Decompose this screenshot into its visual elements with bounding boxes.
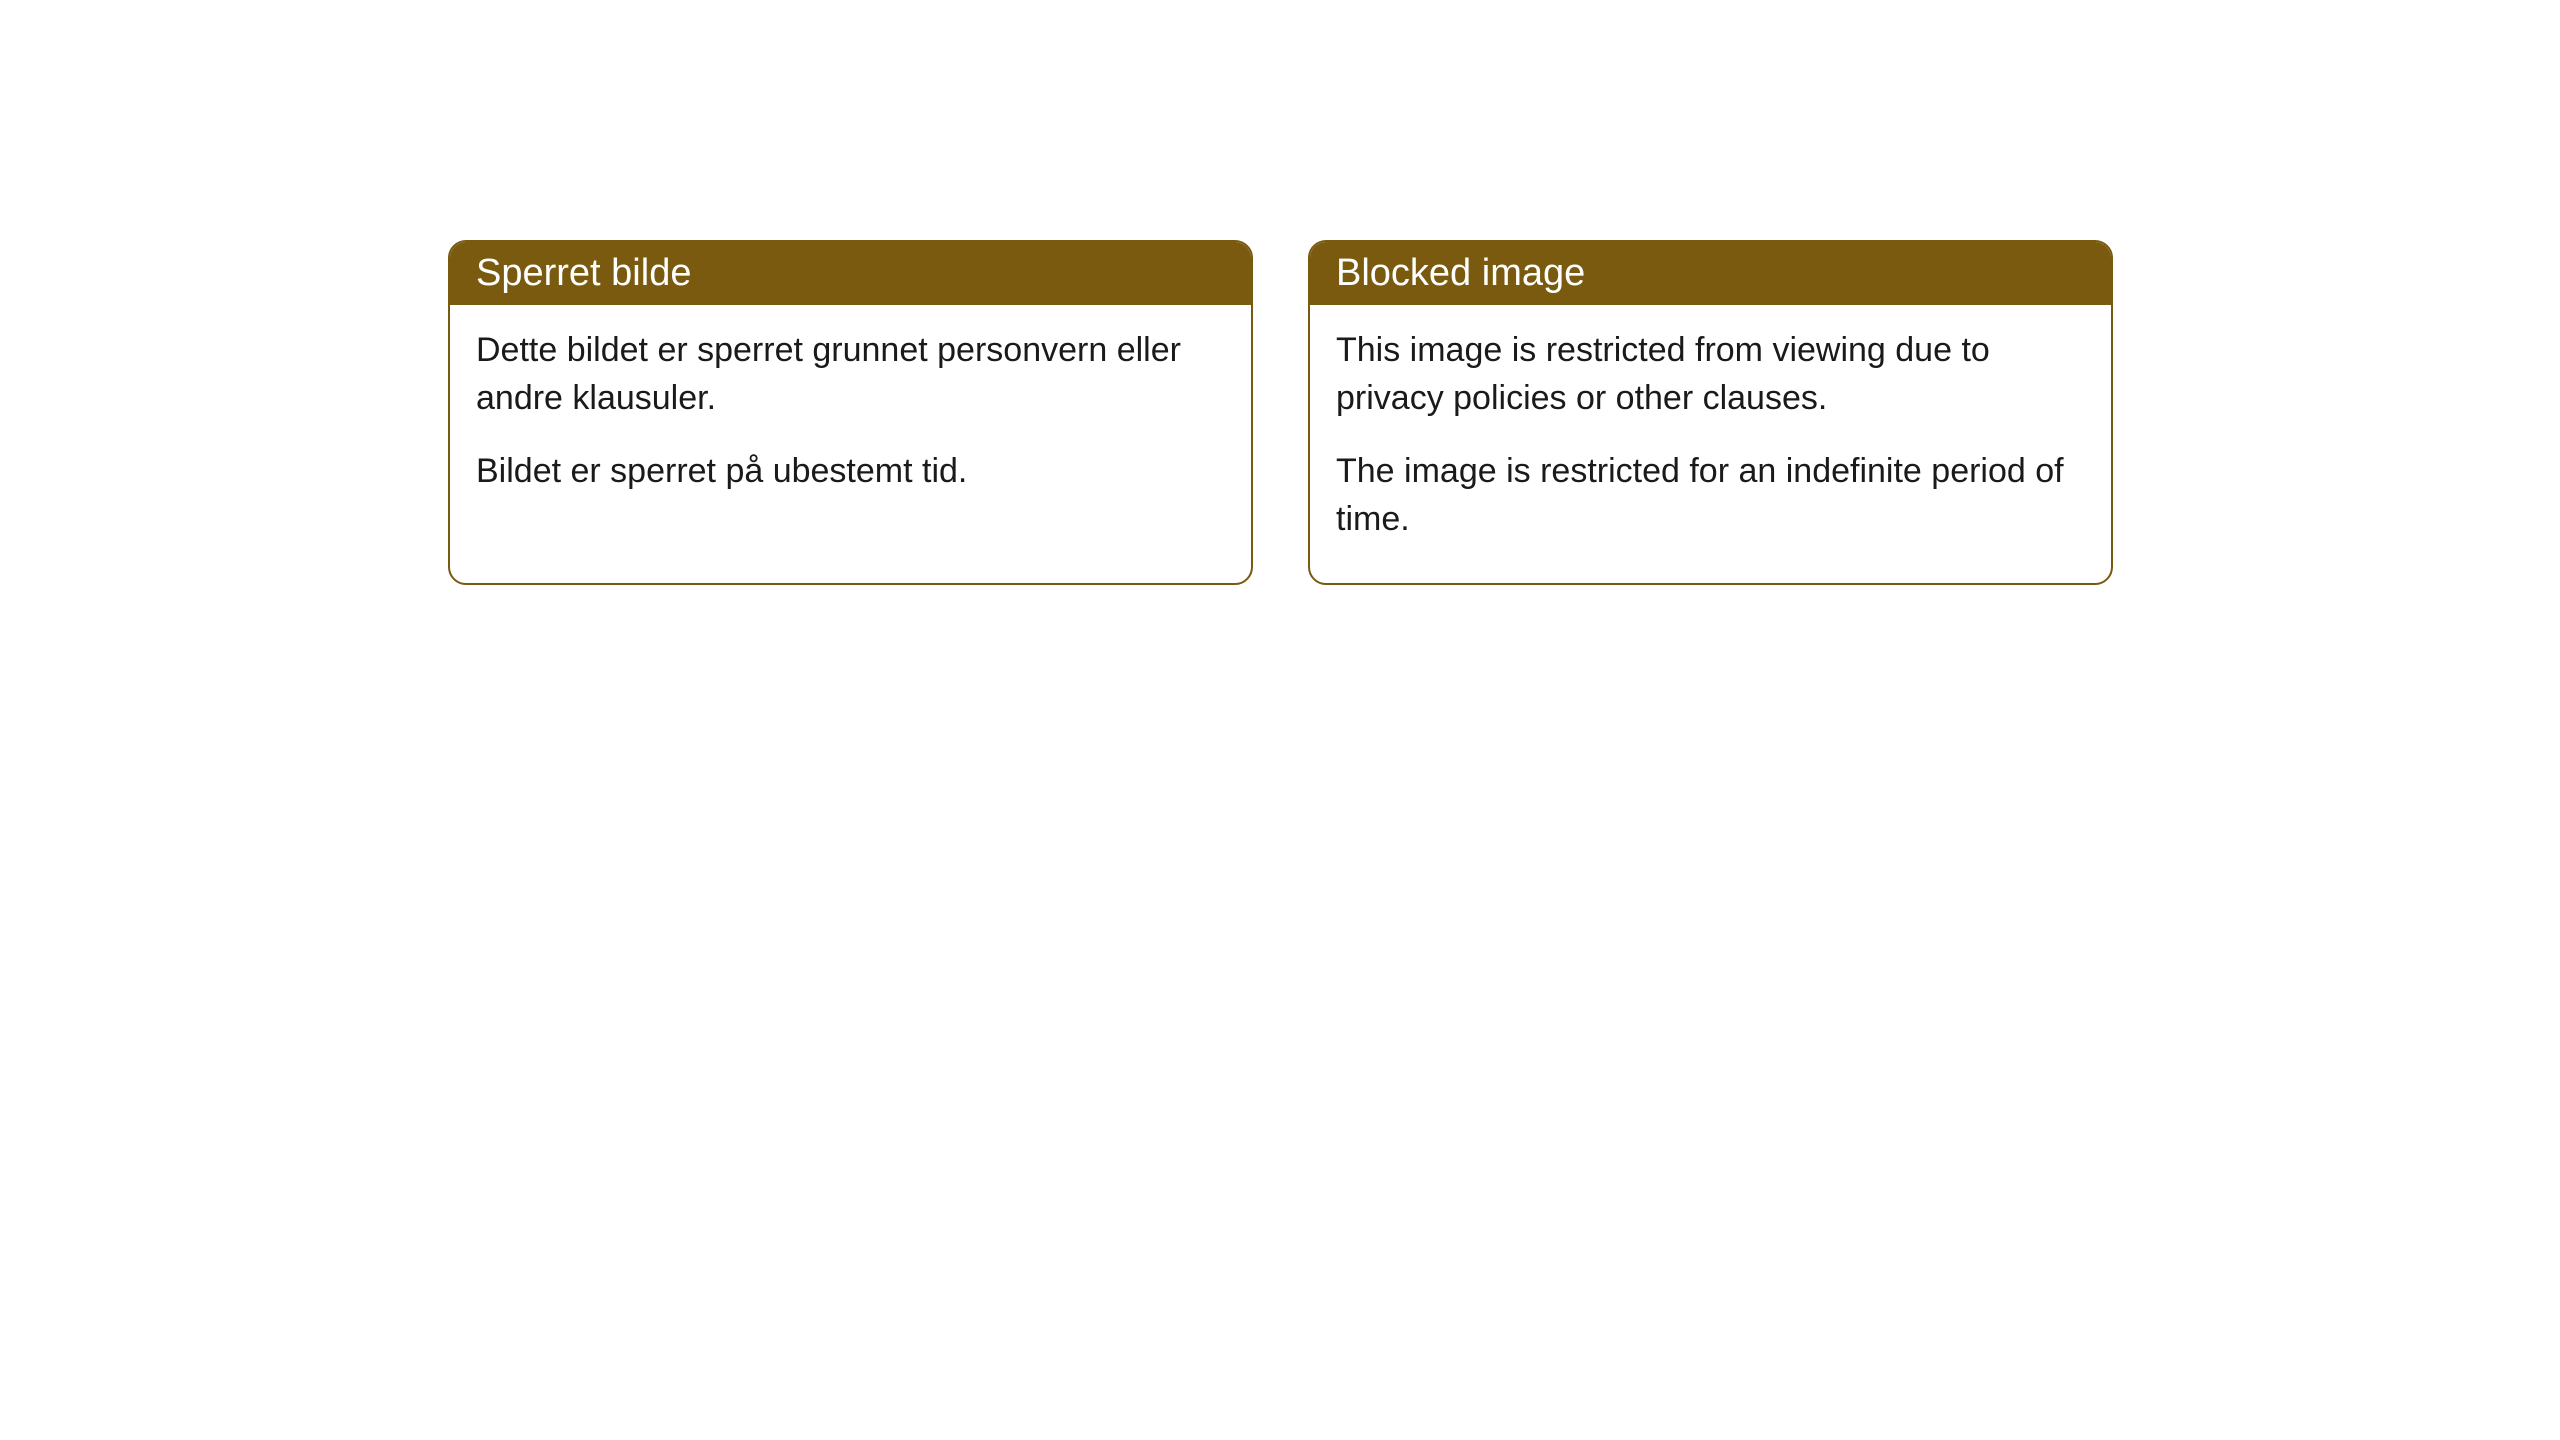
card-paragraph-2: Bildet er sperret på ubestemt tid. [476,448,1225,496]
card-body-english: This image is restricted from viewing du… [1310,305,2111,583]
card-paragraph-1: Dette bildet er sperret grunnet personve… [476,327,1225,422]
card-english: Blocked image This image is restricted f… [1308,240,2113,585]
card-body-norwegian: Dette bildet er sperret grunnet personve… [450,305,1251,536]
card-paragraph-2: The image is restricted for an indefinit… [1336,448,2085,543]
cards-container: Sperret bilde Dette bildet er sperret gr… [448,240,2113,585]
card-header-norwegian: Sperret bilde [450,242,1251,305]
card-paragraph-1: This image is restricted from viewing du… [1336,327,2085,422]
card-header-english: Blocked image [1310,242,2111,305]
card-norwegian: Sperret bilde Dette bildet er sperret gr… [448,240,1253,585]
